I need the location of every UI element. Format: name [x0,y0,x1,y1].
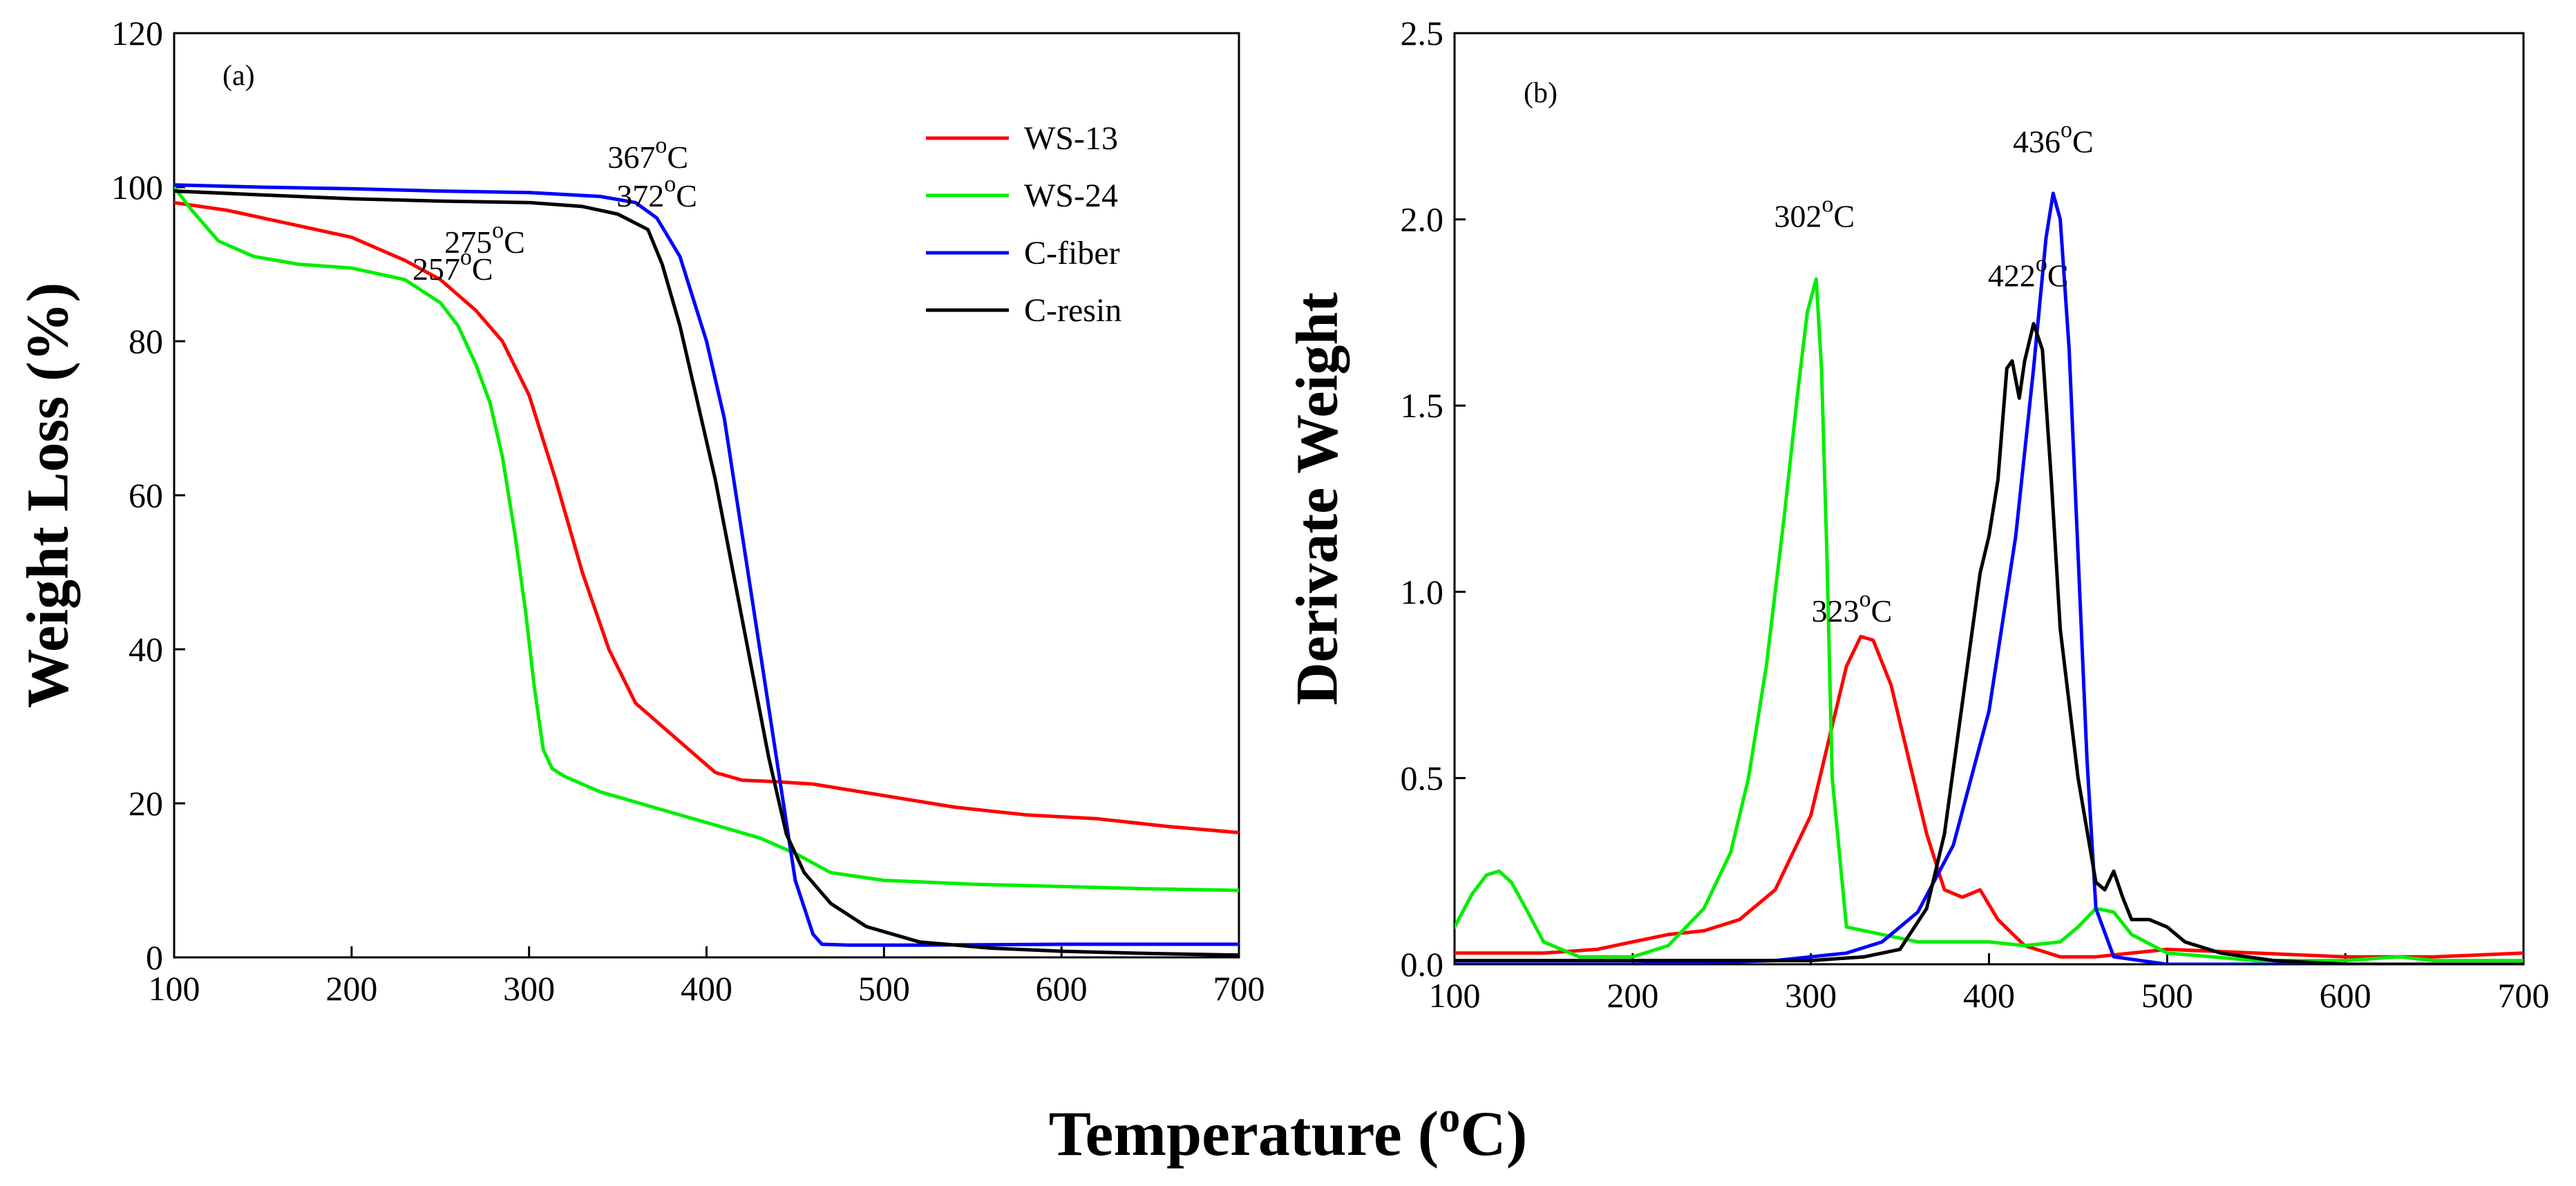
annotation-value: 372 [616,178,664,213]
panel-a-annotation-372: 372oC [616,171,697,213]
x-axis-label-tail: C) [1460,1098,1527,1169]
annotation-unit: C [472,251,493,287]
annotation-superscript: o [664,171,676,197]
panel-b-annotation-422: 422oC [1988,251,2069,294]
shared-x-axis-label: Temperature (oC) [1049,1094,1528,1169]
annotation-value: 422 [1988,258,2036,294]
legend-label-ws-13: WS-13 [1024,120,1118,157]
panel-b-annotation-436: 436oC [2013,117,2094,160]
panel-a-line-ws-13 [174,200,1239,834]
panel-b-line-series-1 [1455,635,2523,959]
panel-a-series-group [174,183,1239,957]
panel-b-x-tick-label: 500 [2141,976,2193,1015]
annotation-unit: C [2047,258,2069,294]
panel-a-line-c-resin [174,189,1239,957]
panel-b-y-tick-label: 1.0 [1401,573,1444,611]
panel-b-y-tick-label: 2.5 [1401,14,1444,52]
panel-a-y-tick-label: 120 [111,14,163,52]
annotation-unit: C [2072,124,2094,160]
panel-a-weight-loss-chart: 100 200 300 400 500 600 700 0 20 40 60 80 100 120 Weig… [15,14,1265,1008]
panel-a-x-tick-label: 400 [681,969,732,1008]
legend-label-ws-24: WS-24 [1024,178,1118,214]
panel-b-y-tick-label: 0.0 [1401,945,1444,984]
panel-a-x-tick-label: 100 [149,969,200,1008]
annotation-unit: C [1871,593,1893,629]
panel-a-y-tick-label: 100 [111,168,163,207]
panel-b-x-tick-label: 100 [1429,976,1481,1015]
legend-label-c-resin: C-resin [1024,292,1121,329]
annotation-value: 436 [2013,124,2061,160]
panel-a-x-tick-label: 200 [325,969,377,1008]
annotation-superscript: o [2036,251,2047,277]
panel-a-x-tick-label: 300 [503,969,555,1008]
panel-b-annotation-323: 323oC [1812,586,1893,629]
panel-a-y-tick-label: 0 [146,938,163,977]
annotation-value: 257 [413,251,460,287]
annotation-value: 367 [607,140,655,175]
panel-a-x-tick-label: 700 [1213,969,1265,1008]
annotation-unit: C [1833,198,1855,233]
panel-b-y-axis-label: Derivate Weight [1284,292,1350,705]
x-axis-label-superscript: o [1439,1094,1460,1141]
panel-a-annotation-367: 367oC [607,133,688,175]
annotation-value: 323 [1812,593,1859,629]
panel-a-label: (a) [222,60,255,92]
annotation-superscript: o [655,133,667,158]
panel-b-plot-frame [1453,32,2525,966]
panel-b-x-tick-label: 200 [1607,976,1658,1015]
panel-b-y-tick-label: 1.5 [1401,386,1444,425]
panel-a-line-ws-24 [174,185,1239,892]
annotation-unit: C [667,140,688,175]
panel-b-label: (b) [1524,77,1557,109]
panel-b-line-series-4 [1455,322,2523,964]
panel-a-x-tick-label: 600 [1036,969,1088,1008]
panel-a-annotation-275: 275oC [444,218,525,260]
panel-b-line-series-2 [1455,277,2523,963]
panel-b-x-tick-label: 400 [1963,976,2015,1015]
panel-b-y-tick-label: 0.5 [1401,758,1444,797]
annotation-value: 275 [444,224,492,260]
panel-a-line-c-fiber [174,183,1239,947]
panel-a-y-axis-label: Weight Loss (%) [15,283,81,708]
annotation-superscript: o [1859,586,1871,612]
panel-a-y-tick-label: 40 [129,630,163,669]
legend-label-c-fiber: C-fiber [1024,235,1120,271]
panel-b-line-series-3 [1455,191,2523,964]
annotation-unit: C [676,178,697,213]
annotation-unit: C [504,224,525,260]
panel-b-series-group [1455,191,2523,964]
panel-b-x-tick-label: 300 [1785,976,1837,1015]
panel-a-annotation-257: 257oC [413,245,493,287]
panel-b-x-tick-label: 700 [2498,976,2550,1015]
annotation-superscript: o [2061,117,2072,143]
panel-a-y-tick-label: 80 [129,322,163,361]
panel-a-x-tick-label: 500 [858,969,910,1008]
panel-b-derivate-weight-chart: 100 200 300 400 500 600 700 0.0 0.5 1.0 1.5 2.0 2.5 D… [1284,14,2550,1015]
annotation-superscript: o [492,218,504,243]
annotation-superscript: o [460,245,472,270]
x-axis-label-text: Temperature ( [1049,1098,1439,1169]
panel-b-annotation-302: 302oC [1774,191,1855,233]
panel-a-legend: WS-13 WS-24 C-fiber C-resin [926,120,1121,329]
annotation-superscript: o [1821,191,1833,217]
panel-b-x-tick-label: 600 [2320,976,2371,1015]
annotation-value: 302 [1774,198,1821,233]
panel-a-y-tick-label: 60 [129,476,163,515]
panel-b-y-tick-label: 2.0 [1401,200,1444,239]
panel-a-y-tick-label: 20 [129,784,163,823]
